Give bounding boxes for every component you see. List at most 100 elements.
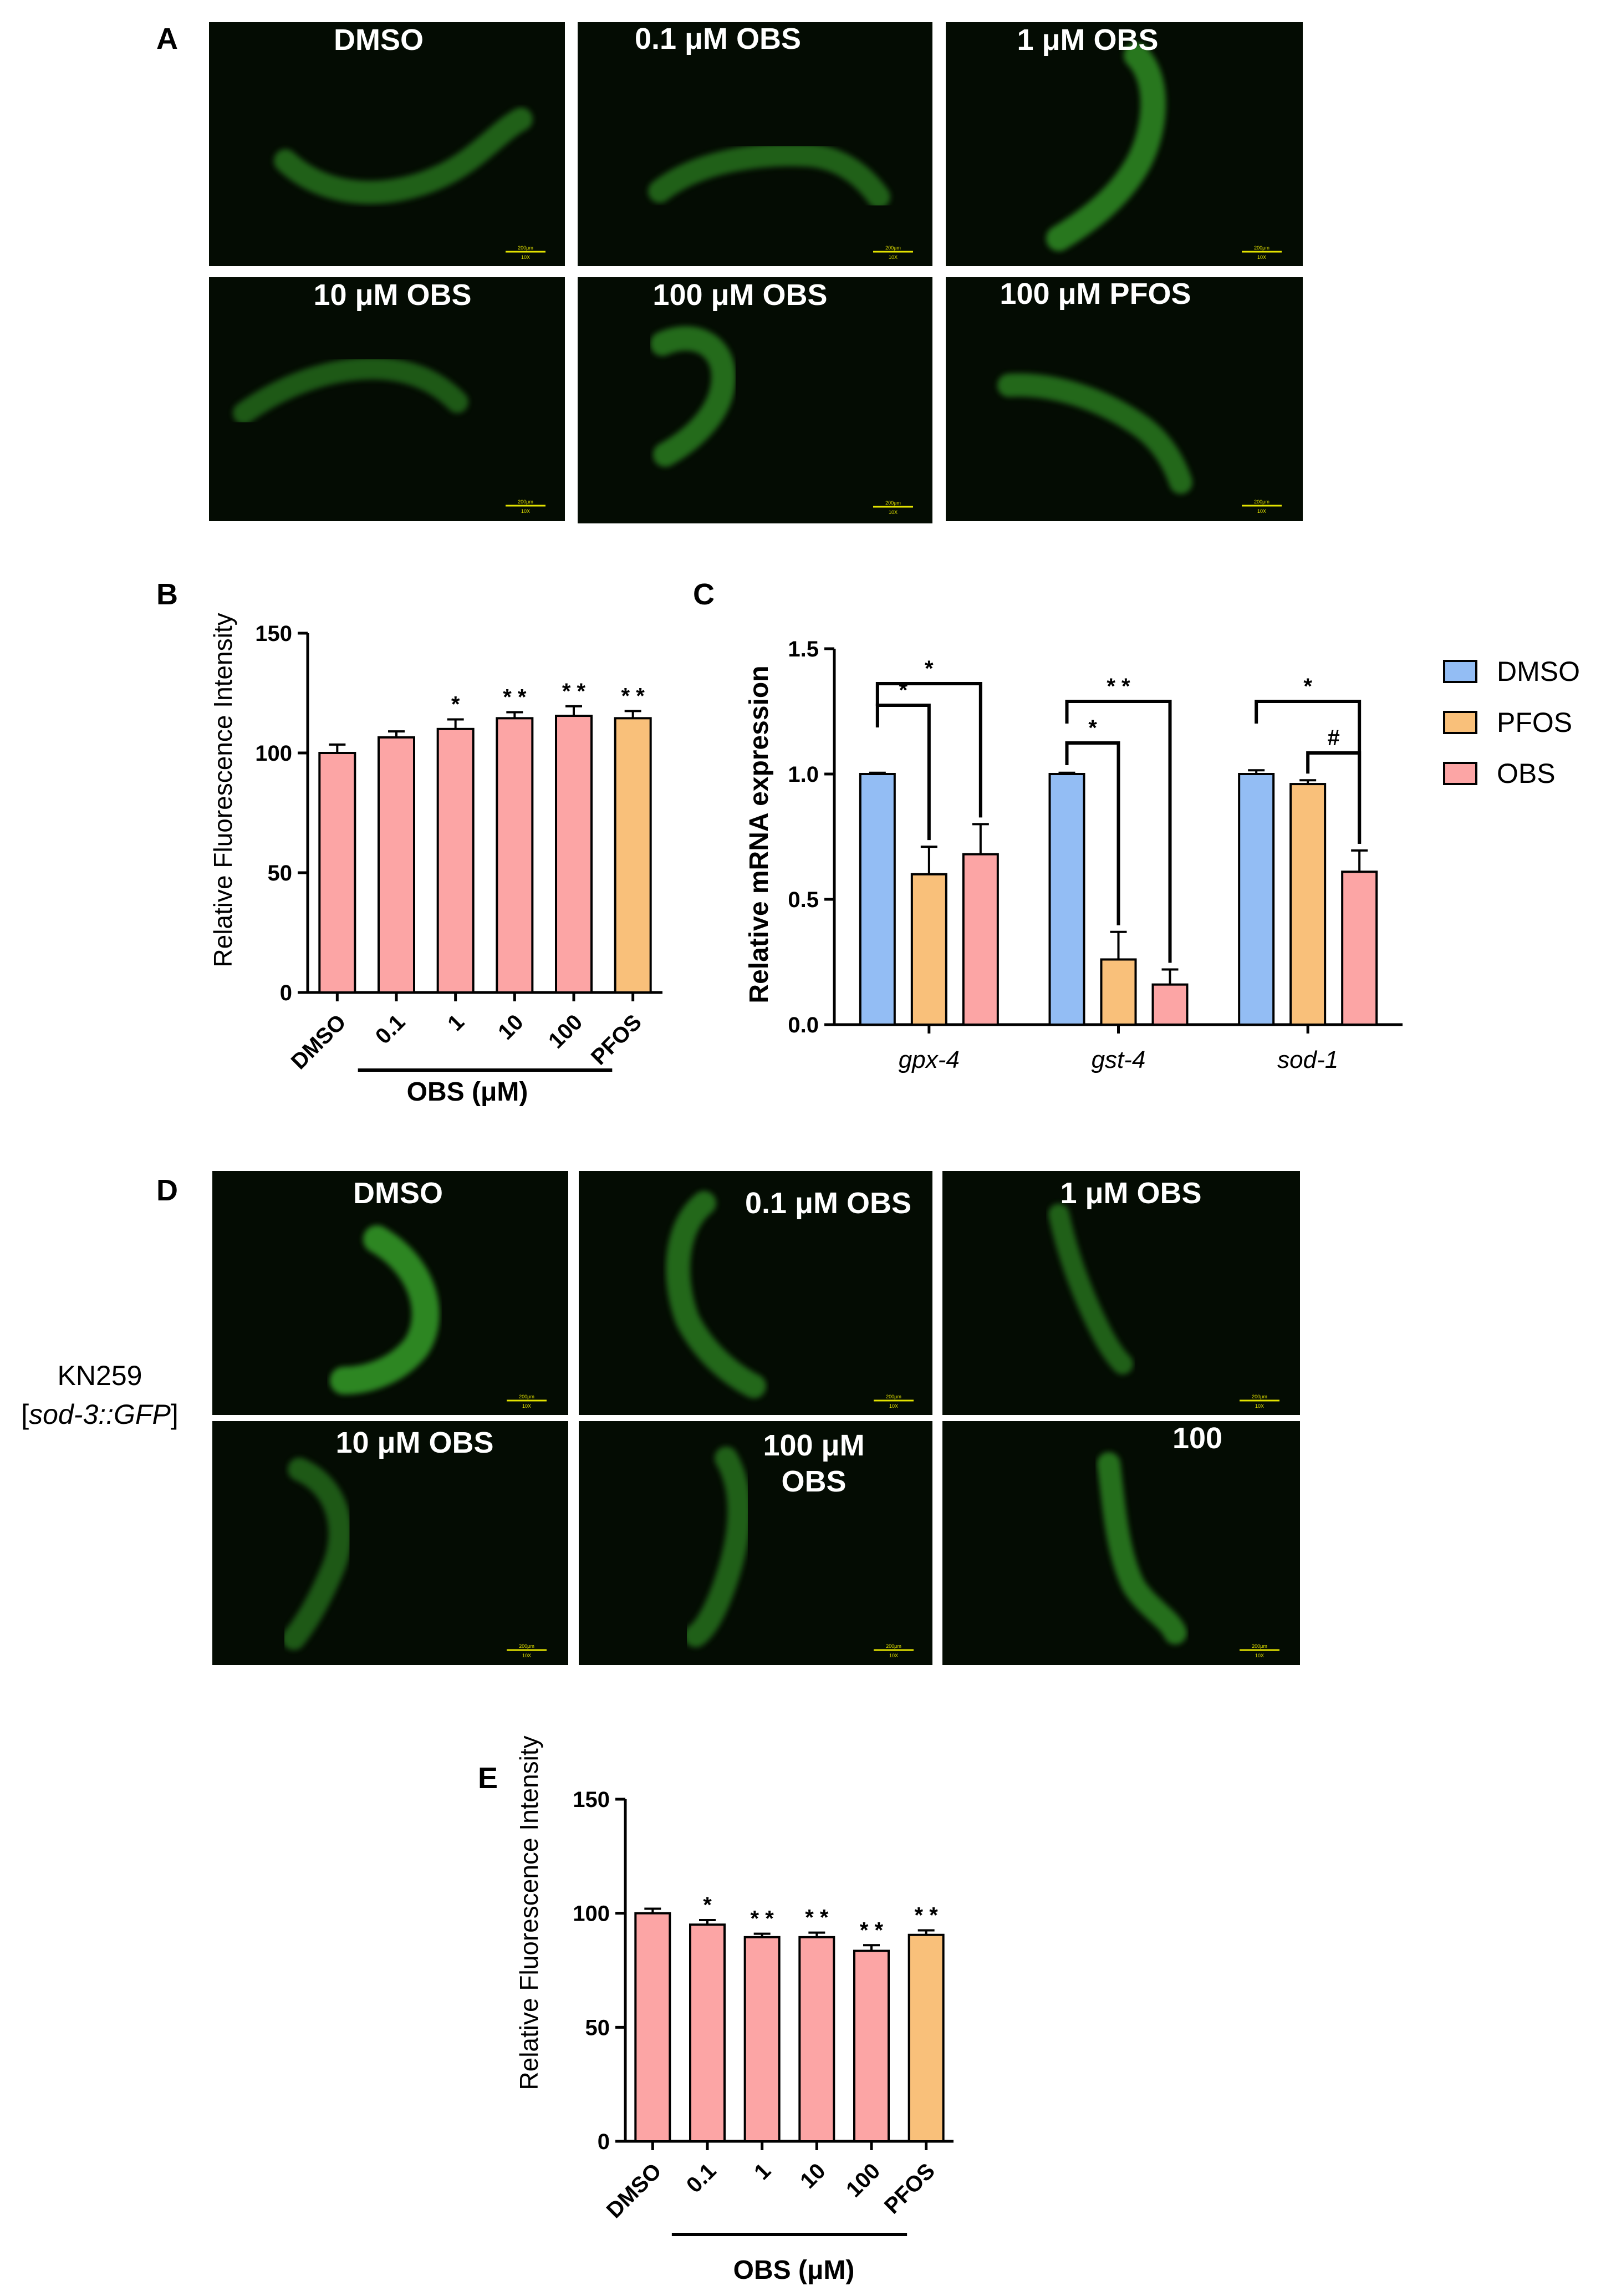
bar-obs-gst-4 [1151,983,1189,1026]
chart-c: Relative mRNA expression 0.0 0.5 1.0 1.5 gpx… [745,637,1580,1073]
significance-mark: * [451,693,460,717]
nematode-worm [1048,1204,1133,1374]
panel-label-a: A [156,22,178,55]
x-tick-label: 100 [544,1010,587,1053]
legend-label-pfos: PFOS [1497,707,1572,738]
scale-bar-mag: 10X [521,508,530,514]
bar-dmso [318,752,356,994]
scale-bar-mag: 10X [889,254,898,260]
chart-e-group-label: OBS (μM) [733,2256,855,2285]
bar-pfos-gpx-4 [910,873,947,1026]
nematode-worm [1046,43,1166,251]
y-tick-label: 0 [598,2130,610,2154]
legend-swatch-pfos [1443,711,1477,734]
bar-dmso-gst-4 [1048,773,1085,1026]
micrograph-a4: 10 μM OBS 200μm 10X [209,277,565,521]
micrograph-d3: 1 μM OBS 200μm 10X [942,1171,1300,1415]
bar-pfos-gst-4 [1100,958,1137,1026]
bar-pfos [907,1933,945,2143]
x-tick-label: 1 [443,1010,469,1036]
micrograph-d1: DMSO 200μm 10X [212,1171,568,1415]
x-tick-label: DMSO [287,1010,351,1074]
nematode-worm [282,1458,352,1650]
scale-bar-mag: 10X [889,510,898,515]
x-tick-label: 0.1 [682,2158,721,2197]
significance-mark: # [1328,726,1340,750]
micrograph-title-line2: OBS [781,1465,846,1498]
significance-mark: * [703,1893,712,1917]
micrograph-d5: 100 μM OBS 200μm 10X [579,1421,932,1665]
genotype-label: [sod-3::GFP] [21,1399,178,1430]
scale-bar-label: 200μm [1252,1643,1267,1649]
significance-mark: * * [1107,674,1130,699]
legend-label-obs: OBS [1497,758,1556,789]
significance-mark: * * [805,1906,829,1930]
significance-mark: * [925,656,934,681]
bar-pfos-sod-1 [1289,783,1327,1026]
panel-label-b: B [156,578,178,611]
y-tick-label: 150 [255,622,292,646]
bar-dmso-sod-1 [1238,773,1275,1026]
micrograph-d4: 10 μM OBS 200μm 10X [212,1421,568,1665]
bar-10 [798,1936,835,2143]
bar-1 [436,727,475,994]
scale-bar-mag: 10X [522,1403,531,1409]
significance-mark: * [899,678,908,702]
x-tick-label: PFOS [587,1010,646,1070]
panel-label-e: E [478,1762,498,1795]
legend-swatch-dmso [1443,660,1477,683]
nematode-worm [650,326,736,467]
nematode-worm [330,1225,440,1394]
scale-bar-label: 200μm [886,1643,901,1649]
bar-0.1 [378,736,415,994]
x-tick-label-sod-1: sod-1 [1277,1046,1338,1073]
strain-label: KN259 [58,1360,142,1391]
micrograph-title: 10 μM OBS [313,278,471,312]
significance-mark: * * [503,685,527,710]
scale-bar-label: 200μm [518,245,533,251]
x-tick-label: 10 [796,2158,830,2193]
legend-swatch-obs [1443,762,1477,785]
scale-bar-mag: 10X [1257,254,1266,260]
scale-bar-label: 200μm [1254,499,1269,505]
bar-dmso-gpx-4 [859,773,896,1026]
scale-bar-mag: 10X [889,1653,898,1658]
nematode-worm [233,357,468,424]
nematode-worm [648,143,890,208]
chart-e-ylabel: Relative Fluorescence Intensity [514,1735,543,2090]
panel-d-micrographs: DMSO 200μm 10X 0.1 μM OBS 200μm 10X 1 μM… [212,1171,1300,1665]
y-tick-label: 0.5 [788,888,819,912]
chart-b-group-label: OBS (μM) [407,1077,528,1107]
panel-a-micrographs: DMSO 200μm 10X 0.1 μM OBS 200μm 10X 1 μM… [209,22,1303,523]
bar-100 [853,1949,890,2142]
scale-bar-mag: 10X [521,254,530,260]
panel-label-c: C [693,578,715,611]
y-tick-label: 100 [255,741,292,766]
chart-b-ylabel: Relative Fluorescence Intensity [208,613,237,967]
scale-bar-mag: 10X [1255,1403,1264,1409]
scale-bar-mag: 10X [1255,1653,1264,1658]
scale-bar-label: 200μm [885,245,901,251]
scale-bar-label: 200μm [519,1643,534,1649]
y-tick-label: 1.0 [788,762,819,787]
micrograph-title: 10 μM OBS [335,1426,493,1459]
scale-bar-mag: 10X [1257,508,1266,514]
scale-bar-label: 200μm [518,499,533,505]
legend-label-dmso: DMSO [1497,656,1580,687]
bar-pfos [614,717,652,994]
micrograph-title: 100 [1172,1422,1222,1455]
bar-100 [555,715,593,994]
nematode-worm [1097,1452,1187,1645]
significance-mark: * [1088,716,1097,740]
chart-e: Relative Fluorescence Intensity OBS (μM)… [514,1735,954,2285]
micrograph-d2: 0.1 μM OBS 200μm 10X [579,1171,932,1415]
scale-bar-label: 200μm [1252,1394,1267,1399]
micrograph-title: 0.1 μM OBS [635,22,801,55]
significance-mark: * * [860,1918,884,1942]
x-tick-label: DMSO [602,2158,666,2223]
scale-bar-label: 200μm [885,500,901,506]
nematode-worm [997,373,1192,494]
micrograph-title: 100 μM PFOS [1000,277,1191,310]
chart-b: Relative Fluorescence Intensity OBS (μM)… [208,613,662,1107]
nematode-worm [666,1191,766,1398]
